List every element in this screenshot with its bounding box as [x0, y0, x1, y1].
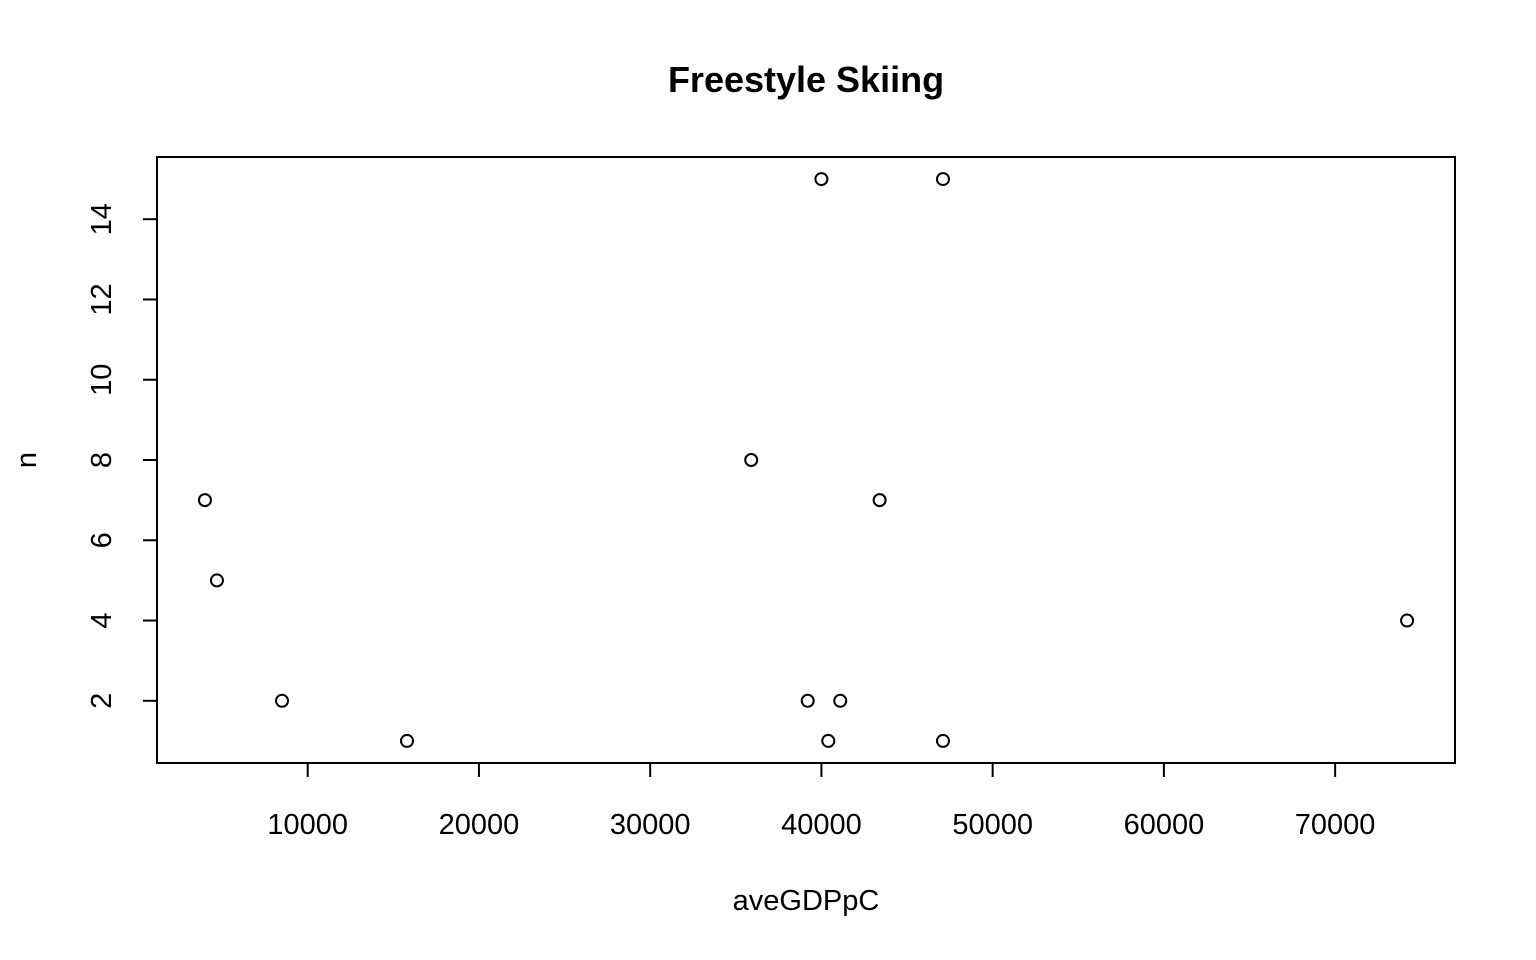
- chart-title: Freestyle Skiing: [668, 59, 944, 100]
- x-tick-label: 60000: [1124, 809, 1205, 841]
- data-point: [400, 733, 415, 748]
- x-tick-label: 10000: [267, 809, 348, 841]
- data-point: [814, 172, 829, 187]
- x-tick-label: 20000: [439, 809, 520, 841]
- data-points: [197, 172, 1415, 748]
- x-axis: 10000 20000 30000 40000 50000 60000 70000: [267, 762, 1376, 841]
- data-point: [275, 693, 290, 708]
- data-point: [1400, 613, 1415, 628]
- data-point: [833, 693, 848, 708]
- y-tick-label: 2: [86, 693, 118, 709]
- data-point: [197, 493, 212, 508]
- y-tick-label: 14: [86, 203, 118, 235]
- y-tick-label: 12: [86, 283, 118, 315]
- data-point: [744, 453, 759, 467]
- data-point: [800, 693, 815, 708]
- y-axis-label: n: [11, 452, 43, 468]
- x-tick-label: 30000: [610, 809, 691, 841]
- y-tick-label: 6: [86, 532, 118, 548]
- y-tick-label: 4: [86, 612, 118, 628]
- x-tick-label: 70000: [1295, 809, 1376, 841]
- plot-frame: [156, 156, 1456, 764]
- y-tick-label: 10: [86, 364, 118, 396]
- data-point: [209, 573, 224, 588]
- y-axis: 2 4 6 8 10 12 14: [86, 203, 158, 709]
- data-point: [872, 493, 887, 508]
- data-point: [935, 172, 950, 187]
- y-tick-label: 8: [86, 452, 118, 468]
- x-axis-label: aveGDPpC: [733, 885, 880, 917]
- data-point: [935, 733, 950, 748]
- x-tick-label: 50000: [952, 809, 1033, 841]
- x-tick-label: 40000: [781, 809, 862, 841]
- data-point: [821, 733, 836, 748]
